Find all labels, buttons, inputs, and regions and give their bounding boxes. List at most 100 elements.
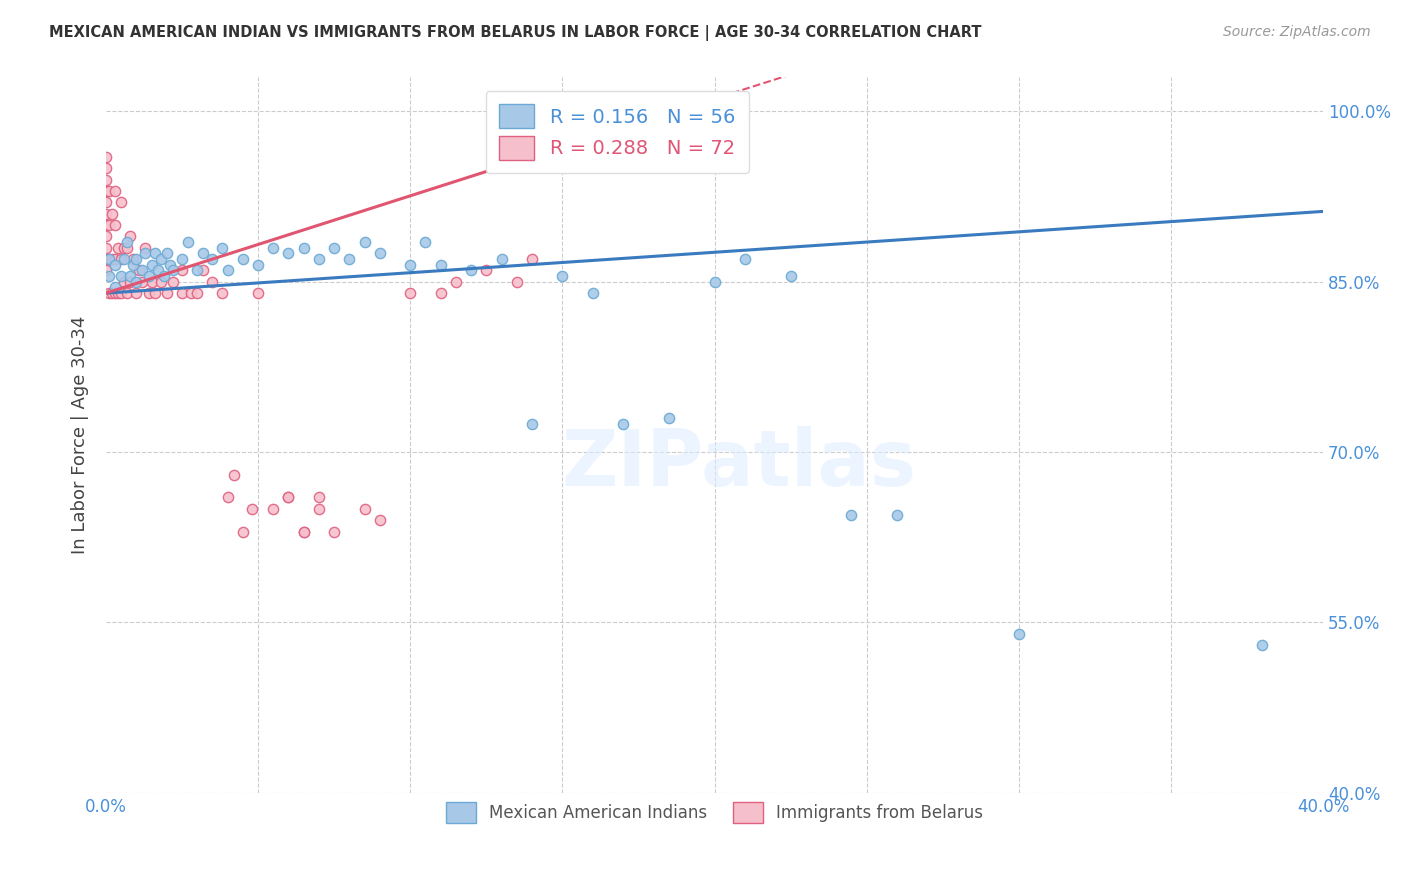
- Point: [141, 258, 163, 272]
- Point: [323, 241, 346, 255]
- Point: [353, 501, 375, 516]
- Point: [125, 286, 148, 301]
- Point: [582, 286, 605, 301]
- Point: [115, 235, 138, 249]
- Point: [170, 286, 193, 301]
- Point: [247, 258, 270, 272]
- Point: [134, 241, 156, 255]
- Point: [94, 161, 117, 176]
- Point: [107, 241, 129, 255]
- Point: [399, 286, 422, 301]
- Point: [551, 269, 574, 284]
- Point: [193, 246, 215, 260]
- Point: [120, 269, 142, 284]
- Point: [217, 491, 239, 505]
- Point: [122, 252, 145, 266]
- Point: [841, 508, 863, 522]
- Point: [120, 275, 142, 289]
- Point: [703, 275, 725, 289]
- Text: MEXICAN AMERICAN INDIAN VS IMMIGRANTS FROM BELARUS IN LABOR FORCE | AGE 30-34 CO: MEXICAN AMERICAN INDIAN VS IMMIGRANTS FR…: [49, 25, 981, 41]
- Point: [94, 172, 117, 186]
- Point: [429, 286, 451, 301]
- Point: [149, 275, 172, 289]
- Point: [141, 275, 163, 289]
- Point: [886, 508, 908, 522]
- Point: [110, 252, 132, 266]
- Point: [337, 252, 360, 266]
- Point: [170, 263, 193, 277]
- Point: [94, 241, 117, 255]
- Point: [97, 252, 120, 266]
- Point: [211, 241, 233, 255]
- Point: [107, 286, 129, 301]
- Point: [368, 513, 391, 527]
- Point: [94, 195, 117, 210]
- Point: [101, 207, 124, 221]
- Point: [277, 491, 299, 505]
- Point: [138, 269, 160, 284]
- Point: [162, 275, 184, 289]
- Point: [110, 195, 132, 210]
- Point: [779, 269, 801, 284]
- Point: [399, 258, 422, 272]
- Point: [125, 252, 148, 266]
- Point: [104, 218, 127, 232]
- Point: [94, 252, 117, 266]
- Point: [734, 252, 756, 266]
- Point: [156, 246, 179, 260]
- Point: [201, 275, 224, 289]
- Point: [658, 411, 681, 425]
- Point: [125, 275, 148, 289]
- Point: [131, 263, 153, 277]
- Point: [162, 263, 184, 277]
- Point: [143, 246, 166, 260]
- Point: [101, 286, 124, 301]
- Point: [247, 286, 270, 301]
- Point: [110, 286, 132, 301]
- Point: [94, 150, 117, 164]
- Point: [475, 263, 498, 277]
- Point: [222, 467, 245, 482]
- Point: [180, 286, 202, 301]
- Point: [112, 252, 135, 266]
- Point: [308, 252, 330, 266]
- Point: [94, 263, 117, 277]
- Point: [1251, 638, 1274, 652]
- Point: [444, 275, 467, 289]
- Point: [520, 417, 543, 431]
- Point: [186, 263, 208, 277]
- Point: [308, 491, 330, 505]
- Point: [506, 275, 529, 289]
- Point: [491, 252, 513, 266]
- Point: [134, 246, 156, 260]
- Point: [120, 229, 142, 244]
- Point: [97, 218, 120, 232]
- Point: [94, 207, 117, 221]
- Point: [159, 258, 181, 272]
- Point: [138, 286, 160, 301]
- Point: [122, 258, 145, 272]
- Point: [368, 246, 391, 260]
- Point: [101, 252, 124, 266]
- Point: [97, 252, 120, 266]
- Point: [156, 286, 179, 301]
- Y-axis label: In Labor Force | Age 30-34: In Labor Force | Age 30-34: [72, 316, 89, 554]
- Point: [97, 269, 120, 284]
- Point: [240, 501, 263, 516]
- Point: [104, 184, 127, 198]
- Point: [143, 286, 166, 301]
- Point: [460, 263, 482, 277]
- Point: [232, 252, 254, 266]
- Point: [177, 235, 200, 249]
- Point: [186, 286, 208, 301]
- Point: [110, 269, 132, 284]
- Point: [94, 229, 117, 244]
- Text: ZIPatlas: ZIPatlas: [561, 425, 917, 501]
- Point: [429, 258, 451, 272]
- Point: [1008, 626, 1031, 640]
- Point: [211, 286, 233, 301]
- Point: [104, 280, 127, 294]
- Point: [104, 252, 127, 266]
- Point: [112, 275, 135, 289]
- Point: [323, 524, 346, 539]
